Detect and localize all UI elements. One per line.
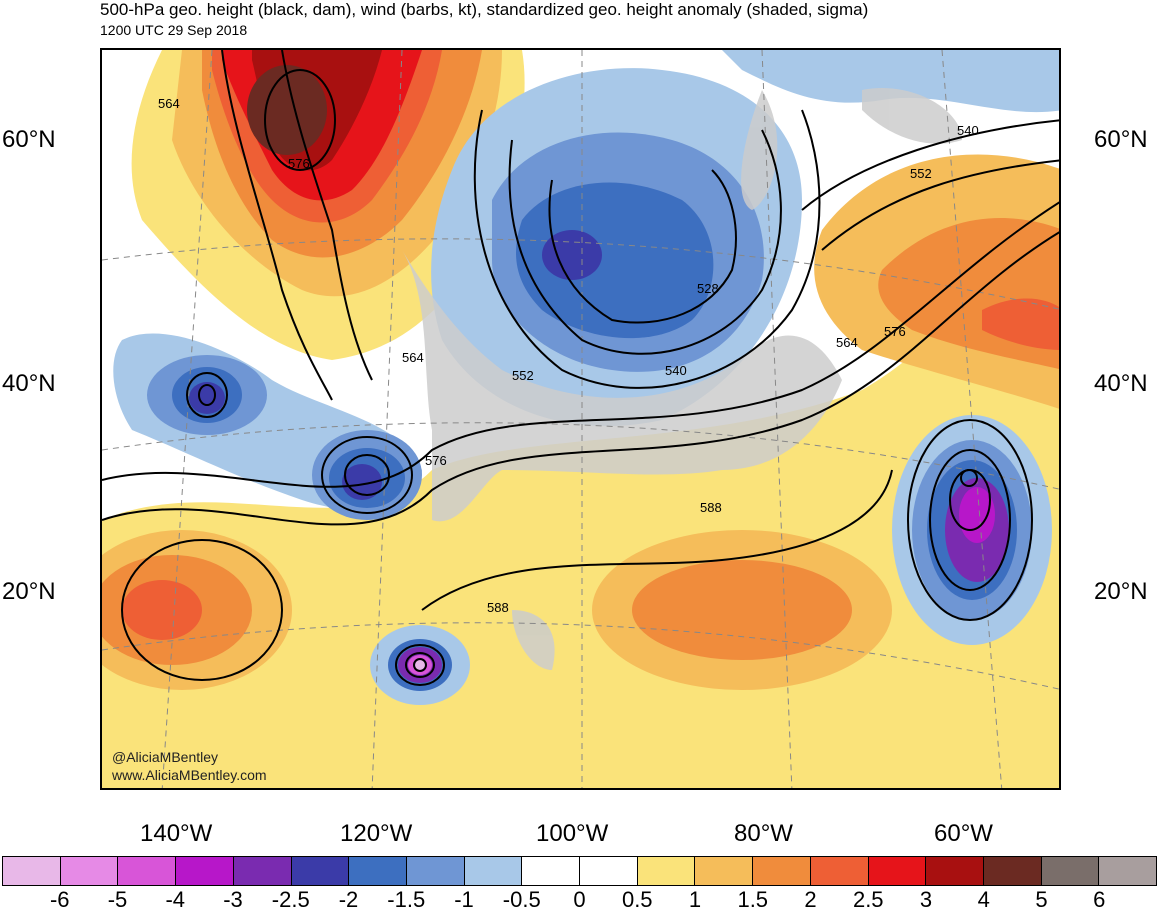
contour-label: 564	[158, 96, 180, 111]
colorbar-swatch	[118, 857, 177, 885]
colorbar-label: 5	[1035, 887, 1048, 912]
credit-website: www.AliciaMBentley.com	[111, 767, 267, 783]
colorbar-swatch	[1099, 857, 1157, 885]
lat-label-60n-left: 60°N	[2, 126, 56, 153]
colorbar	[2, 856, 1157, 886]
colorbar-label: -5	[107, 887, 128, 912]
colorbar-swatch	[233, 857, 292, 885]
colorbar-swatch	[60, 857, 119, 885]
colorbar-label: 4	[977, 887, 990, 912]
lon-label-60w: 60°W	[934, 820, 993, 847]
colorbar-swatch	[983, 857, 1042, 885]
lat-label-40n-right: 40°N	[1094, 370, 1148, 397]
contour-label: 540	[957, 123, 979, 138]
contour-label: 576	[288, 156, 310, 171]
colorbar-swatch	[1041, 857, 1100, 885]
contour-label: 564	[836, 335, 858, 350]
colorbar-swatch	[522, 857, 581, 885]
lon-label-140w: 140°W	[140, 820, 213, 847]
height-contours	[102, 50, 1059, 686]
colorbar-label: 2.5	[852, 887, 884, 912]
colorbar-swatch	[406, 857, 465, 885]
colorbar-swatch	[810, 857, 869, 885]
colorbar-label: 2	[804, 887, 817, 912]
colorbar-swatch	[637, 857, 696, 885]
contour-label: 552	[910, 166, 932, 181]
colorbar-swatch	[926, 857, 984, 885]
contour-label: 576	[884, 324, 906, 339]
colorbar-label: 0	[573, 887, 586, 912]
land-masks	[402, 88, 962, 670]
colorbar-label: 6	[1093, 887, 1106, 912]
colorbar-label: 1.5	[737, 887, 769, 912]
colorbar-swatch	[349, 857, 407, 885]
lat-label-40n-left: 40°N	[2, 370, 56, 397]
colorbar-swatch	[176, 857, 234, 885]
lon-label-80w: 80°W	[734, 820, 793, 847]
graticule	[102, 50, 1059, 788]
colorbar-swatch	[868, 857, 927, 885]
colorbar-swatch	[580, 857, 638, 885]
weather-map: 564 576 564 576 588 588 552 540 528 552 …	[100, 48, 1061, 790]
lat-label-20n-right: 20°N	[1094, 578, 1148, 605]
colorbar-label: 0.5	[621, 887, 653, 912]
colorbar-label: -2.5	[271, 887, 310, 912]
colorbar-labels: -6 -5 -4 -3 -2.5 -2 -1.5 -1 -0.5 0 0.5 1 1.5 2 2.5 3 4 5 6	[0, 887, 1160, 912]
colorbar-label: -1	[454, 887, 474, 912]
colorbar-label: -6	[49, 887, 70, 912]
map-title: 500-hPa geo. height (black, dam), wind (…	[100, 0, 869, 19]
colorbar-label: -1.5	[387, 887, 426, 912]
contour-label: 588	[487, 600, 509, 615]
colorbar-label: -3	[223, 887, 243, 912]
colorbar-label: -2	[338, 887, 359, 912]
credit-handle: @AliciaMBentley	[112, 749, 218, 765]
contour-label: 528	[697, 281, 719, 296]
lat-label-60n-right: 60°N	[1094, 126, 1148, 153]
contour-label: 588	[700, 500, 722, 515]
colorbar-swatch	[3, 857, 61, 885]
colorbar-swatch	[291, 857, 350, 885]
lon-label-120w: 120°W	[340, 820, 413, 847]
colorbar-label: -4	[165, 887, 186, 912]
contour-label: 564	[402, 350, 424, 365]
map-canvas: 564 576 564 576 588 588 552 540 528 552 …	[102, 50, 1059, 788]
lat-label-20n-left: 20°N	[2, 578, 56, 605]
colorbar-swatch	[753, 857, 811, 885]
contour-label: 576	[425, 453, 447, 468]
colorbar-swatch	[464, 857, 523, 885]
lon-label-100w: 100°W	[536, 820, 609, 847]
colorbar-label: 3	[919, 887, 933, 912]
colorbar-label: 1	[688, 887, 702, 912]
contour-label: 540	[665, 363, 687, 378]
colorbar-label: -0.5	[502, 887, 541, 912]
height-labels: 564 576 564 576 588 588 552 540 528 552 …	[158, 96, 979, 615]
contour-label: 552	[512, 368, 534, 383]
colorbar-swatch	[695, 857, 754, 885]
map-valid-time: 1200 UTC 29 Sep 2018	[100, 22, 248, 38]
